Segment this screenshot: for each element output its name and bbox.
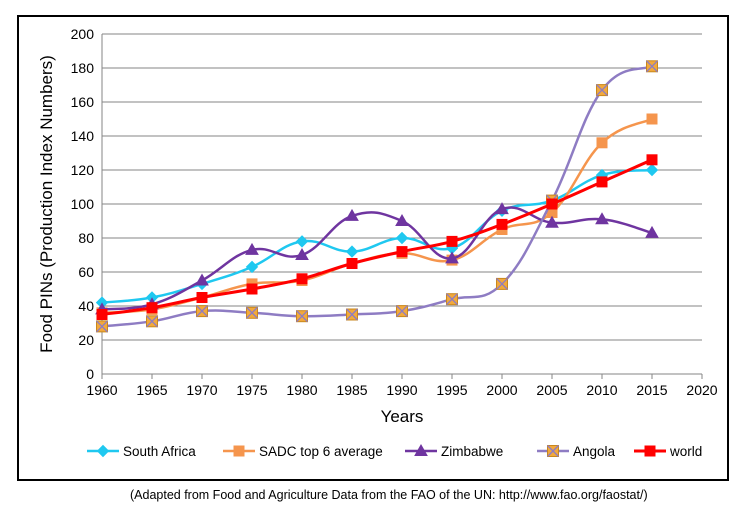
data-point	[496, 218, 508, 230]
y-tick-label: 160	[71, 94, 95, 110]
y-tick-label: 200	[71, 26, 95, 42]
data-point	[395, 213, 409, 226]
data-point	[496, 277, 508, 290]
legend-marker	[414, 443, 428, 456]
line-chart: 0 20 40 60 80 100 120 140 160 180 200 1960 1965 1970 1…	[37, 26, 718, 459]
data-point	[646, 60, 658, 73]
x-tick-label: 1995	[436, 382, 467, 398]
data-point	[596, 84, 608, 97]
y-tick-label: 180	[71, 60, 95, 76]
data-point	[446, 293, 458, 306]
series-sadc-top-6-average	[96, 113, 658, 319]
series-zimbabwe	[95, 202, 659, 315]
legend-marker	[96, 444, 110, 458]
x-tick-label: 1985	[336, 382, 367, 398]
data-point	[246, 306, 258, 319]
y-tick-label: 40	[78, 298, 94, 314]
data-point	[245, 260, 259, 274]
data-point	[645, 225, 659, 238]
y-tick-label: 60	[78, 264, 94, 280]
legend-marker	[644, 445, 656, 457]
legend-label: SADC top 6 average	[259, 444, 383, 459]
legend-entry: Angola	[537, 444, 616, 459]
data-point	[196, 305, 208, 318]
data-point	[595, 212, 609, 225]
data-point	[196, 292, 208, 303]
legend-label: Zimbabwe	[441, 444, 503, 459]
data-point	[545, 215, 559, 228]
axes: 0 20 40 60 80 100 120 140 160 180 200 1960 1965 1970 1…	[71, 26, 718, 398]
legend-entry: world	[634, 444, 702, 459]
legend-label: South Africa	[123, 444, 196, 459]
x-tick-label: 1990	[386, 382, 417, 398]
data-point	[146, 302, 158, 314]
x-tick-label: 1980	[286, 382, 317, 398]
data-point	[445, 251, 459, 264]
source-note: (Adapted from Food and Agriculture Data …	[130, 488, 648, 502]
x-axis-title: Years	[381, 407, 424, 426]
data-point	[295, 235, 309, 248]
legend: South Africa SADC top 6 average Zimbabwe An…	[87, 443, 702, 459]
y-tick-label: 100	[71, 196, 95, 212]
series-layer	[95, 60, 659, 333]
data-point	[295, 247, 309, 260]
legend-label: world	[669, 444, 702, 459]
y-axis-title: Food PINs (Production Index Numbers)	[37, 55, 56, 353]
data-point	[396, 246, 408, 258]
data-point	[596, 176, 608, 188]
series-world	[96, 154, 658, 320]
legend-entry: SADC top 6 average	[223, 444, 383, 459]
data-point	[396, 305, 408, 318]
data-point	[345, 208, 359, 221]
data-point	[646, 113, 658, 125]
x-tick-label: 1960	[86, 382, 117, 398]
data-point	[446, 235, 458, 247]
legend-marker	[547, 445, 559, 457]
series-line	[101, 117, 653, 315]
y-tick-label: 20	[78, 332, 94, 348]
data-point	[646, 154, 658, 166]
y-tick-label: 140	[71, 128, 95, 144]
data-point	[346, 258, 358, 269]
data-point	[195, 273, 209, 286]
data-point	[246, 283, 258, 295]
x-tick-label: 2010	[586, 382, 617, 398]
x-tick-label: 2005	[536, 382, 567, 398]
legend-marker	[233, 445, 245, 457]
data-point	[146, 315, 158, 328]
data-point	[96, 309, 108, 320]
x-tick-label: 2000	[486, 382, 517, 398]
data-point	[346, 308, 358, 321]
chart-frame: 0 20 40 60 80 100 120 140 160 180 200 1960 1965 1970 1…	[17, 15, 729, 481]
x-tick-label: 2020	[686, 382, 717, 398]
x-tick-label: 1975	[236, 382, 267, 398]
data-point	[495, 202, 509, 215]
y-tick-label: 120	[71, 162, 95, 178]
data-point	[296, 273, 308, 285]
legend-entry: Zimbabwe	[405, 443, 503, 459]
x-tick-label: 1970	[186, 382, 217, 398]
data-point	[296, 310, 308, 323]
data-point	[96, 320, 108, 333]
x-tick-label: 2015	[636, 382, 667, 398]
data-point	[345, 245, 359, 258]
data-point	[596, 137, 608, 149]
legend-label: Angola	[573, 444, 616, 459]
data-point	[245, 242, 259, 255]
y-tick-label: 0	[86, 366, 94, 382]
y-tick-label: 80	[78, 230, 94, 246]
data-point	[546, 198, 558, 210]
legend-entry: South Africa	[87, 444, 196, 459]
x-tick-label: 1965	[136, 382, 167, 398]
data-point	[645, 163, 659, 177]
data-point	[395, 231, 409, 245]
